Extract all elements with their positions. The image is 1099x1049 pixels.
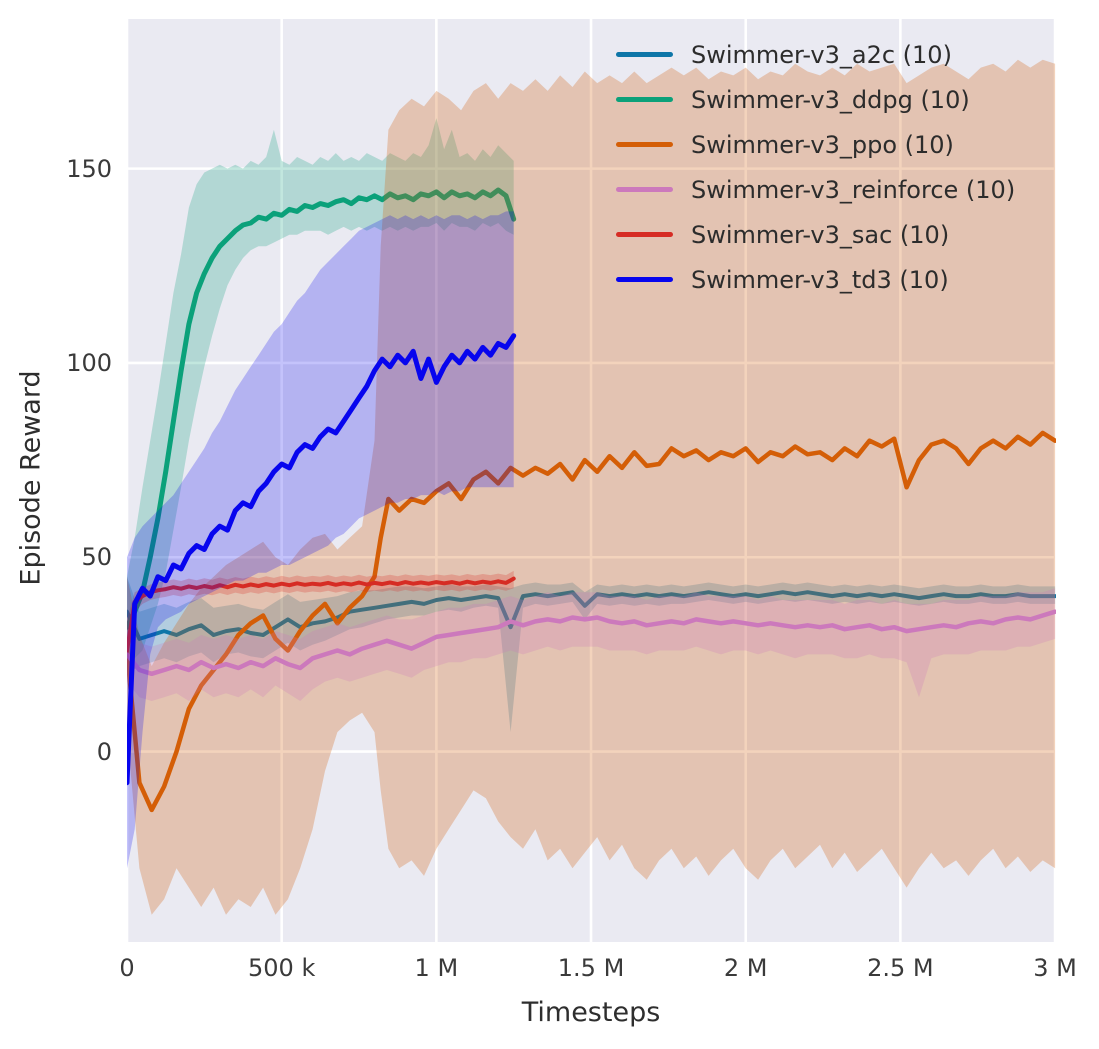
ppo-line-swatch (616, 142, 673, 147)
Swimmer-v3_td3-band (127, 211, 514, 869)
x-tick-label: 2 M (723, 954, 768, 982)
td3-line-swatch (616, 277, 673, 282)
reinforce-line-swatch (616, 187, 673, 192)
Swimmer-v3_sac-band (127, 570, 514, 674)
legend-item-td3: Swimmer-v3_td3 (10) (616, 257, 1015, 302)
legend-label: Swimmer-v3_a2c (10) (691, 40, 952, 69)
ddpg-line-swatch (616, 97, 673, 102)
legend-label: Swimmer-v3_ppo (10) (691, 130, 954, 159)
x-tick-label: 500 k (248, 954, 316, 982)
legend-label: Swimmer-v3_reinforce (10) (691, 175, 1016, 204)
sac-line-swatch (616, 232, 673, 237)
legend-label: Swimmer-v3_sac (10) (691, 220, 950, 249)
legend: Swimmer-v3_a2c (10) Swimmer-v3_ddpg (10)… (616, 32, 1015, 302)
x-tick-label: 2.5 M (867, 954, 934, 982)
Swimmer-v3_reinforce-band (127, 588, 1056, 701)
x-tick-label: 1.5 M (557, 954, 625, 982)
Swimmer-v3_sac-line (127, 576, 516, 653)
x-axis-label: Timesteps (521, 997, 661, 1028)
Swimmer-v3_ddpg-line (127, 187, 517, 630)
legend-item-sac: Swimmer-v3_sac (10) (616, 212, 1015, 257)
Swimmer-v3_a2c-line (127, 590, 1056, 641)
y-tick-label: 0 (96, 737, 112, 766)
y-tick-label: 150 (66, 154, 112, 183)
legend-item-a2c: Swimmer-v3_a2c (10) (616, 32, 1015, 77)
Swimmer-v3_a2c-band (127, 576, 1056, 733)
y-tick-label: 50 (81, 543, 112, 572)
legend-item-ddpg: Swimmer-v3_ddpg (10) (616, 77, 1015, 122)
Swimmer-v3_ppo-line (127, 430, 1056, 813)
Swimmer-v3_ppo-band (127, 59, 1056, 915)
x-tick-label: 1 M (414, 954, 459, 982)
legend-label: Swimmer-v3_ddpg (10) (691, 85, 970, 114)
a2c-line-swatch (616, 52, 673, 57)
x-tick-label: 3 M (1033, 954, 1077, 982)
Swimmer-v3_td3-line (127, 333, 517, 786)
y-axis-label: Episode Reward (15, 370, 47, 586)
y-tick-label: 100 (66, 348, 112, 377)
Swimmer-v3_ddpg-band (127, 118, 514, 667)
legend-item-reinforce: Swimmer-v3_reinforce (10) (616, 167, 1015, 212)
x-tick-label: 0 (119, 954, 135, 982)
legend-item-ppo: Swimmer-v3_ppo (10) (616, 122, 1015, 167)
Swimmer-v3_reinforce-line (127, 609, 1056, 677)
legend-label: Swimmer-v3_td3 (10) (691, 265, 949, 294)
